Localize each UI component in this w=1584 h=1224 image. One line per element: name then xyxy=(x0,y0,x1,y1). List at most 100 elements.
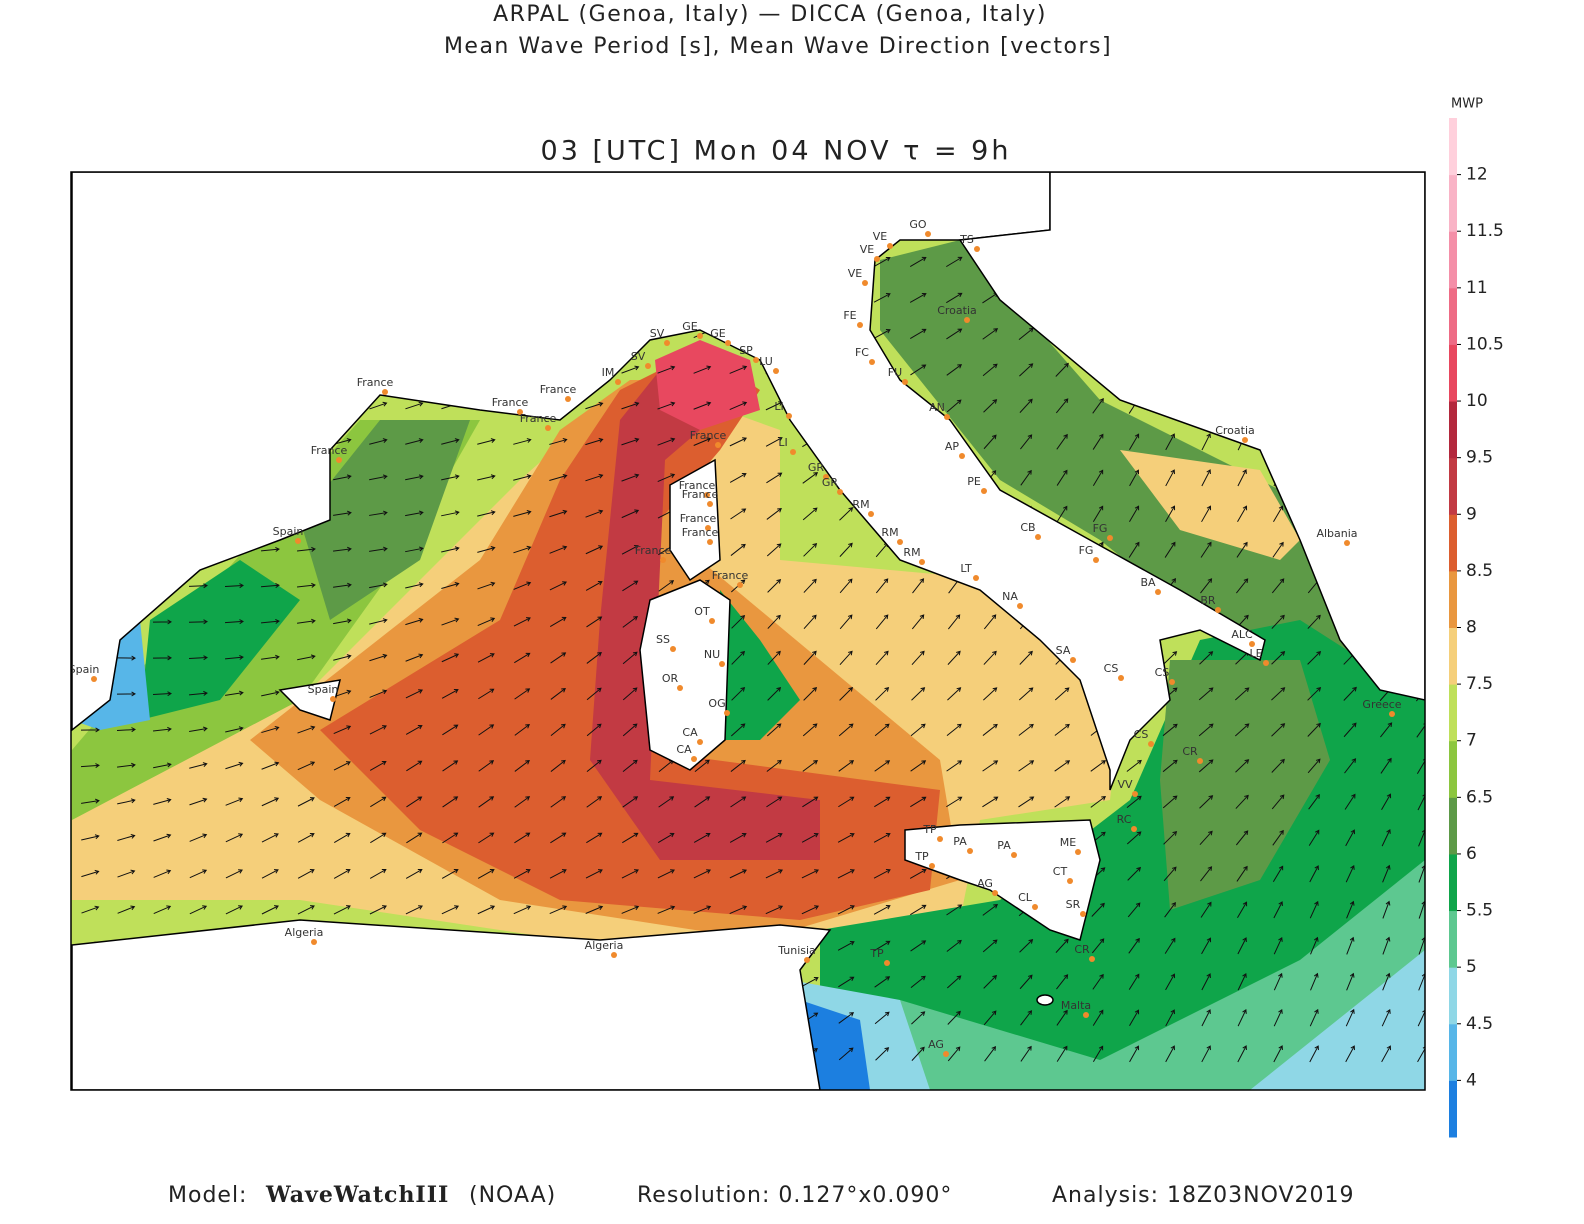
vector xyxy=(1310,972,1319,991)
vector xyxy=(765,437,783,447)
place-dot xyxy=(295,538,301,544)
place-label: LI xyxy=(778,436,787,449)
vector xyxy=(405,868,423,879)
place-label: Algeria xyxy=(285,926,324,939)
vector xyxy=(1163,831,1178,845)
vector xyxy=(189,726,208,733)
vector xyxy=(153,833,172,842)
vector xyxy=(766,723,782,737)
vector xyxy=(983,614,997,630)
vector xyxy=(1092,1009,1104,1026)
footer-label: Model: xyxy=(168,1183,247,1208)
place-dot xyxy=(1080,911,1086,917)
place-dot xyxy=(1148,741,1154,747)
place-dot xyxy=(823,474,829,480)
vector xyxy=(730,796,747,808)
colorbar-tick-label: 11.5 xyxy=(1466,221,1504,241)
vector xyxy=(1201,937,1212,955)
vector xyxy=(875,578,889,594)
vector xyxy=(1309,900,1319,919)
place-label: FE xyxy=(843,309,856,322)
colorbar-tick-label: 6.5 xyxy=(1466,787,1493,807)
vector xyxy=(1381,1045,1391,1063)
place-dot xyxy=(1132,791,1138,797)
vector xyxy=(550,723,566,737)
vector xyxy=(731,615,746,629)
vector xyxy=(839,686,854,701)
place-dot xyxy=(1131,826,1137,832)
place-label: FG xyxy=(1079,544,1094,557)
land xyxy=(639,579,731,771)
place-label: France xyxy=(712,569,749,582)
place-label: France xyxy=(492,396,529,409)
vector xyxy=(657,437,676,446)
vector xyxy=(1307,650,1322,665)
vector xyxy=(1018,760,1035,772)
place-dot xyxy=(1155,589,1161,595)
vector xyxy=(297,833,315,843)
vector xyxy=(116,655,136,661)
vector xyxy=(225,690,244,696)
vector xyxy=(657,832,675,843)
place-dot xyxy=(937,836,943,842)
place-label: France xyxy=(679,479,716,492)
vector xyxy=(585,473,604,482)
vector xyxy=(910,940,927,952)
vector xyxy=(1128,973,1140,990)
colorbar-tick-label: 11 xyxy=(1466,278,1488,298)
vector xyxy=(1382,900,1391,919)
vector xyxy=(729,472,747,483)
map-frame xyxy=(70,171,1426,1091)
vector xyxy=(621,401,640,410)
place-dot xyxy=(1263,660,1269,666)
vector xyxy=(153,869,172,878)
vector xyxy=(1165,505,1176,523)
vector xyxy=(1092,397,1104,414)
vector xyxy=(1200,866,1213,882)
vector xyxy=(766,796,783,808)
place-label: OT xyxy=(694,605,710,618)
contour xyxy=(590,370,820,860)
place-dot xyxy=(753,357,759,363)
vector xyxy=(802,507,818,521)
vector xyxy=(333,510,352,516)
vector xyxy=(909,292,927,303)
vector xyxy=(80,727,100,733)
vector xyxy=(766,543,782,557)
vector xyxy=(803,686,818,701)
vector xyxy=(1092,973,1104,990)
vector xyxy=(1129,1009,1140,1027)
place-dot xyxy=(929,863,935,869)
vector xyxy=(767,614,781,629)
vector xyxy=(477,617,496,627)
vector xyxy=(333,761,351,771)
colorbar-tick-label: 5 xyxy=(1466,957,1477,977)
vector xyxy=(911,614,925,630)
place-dot xyxy=(1242,437,1248,443)
place-dot xyxy=(725,340,731,346)
colorbar-segment xyxy=(1449,514,1457,572)
vector xyxy=(550,652,567,664)
vector xyxy=(405,905,423,915)
vector xyxy=(513,905,532,915)
vector xyxy=(621,509,640,519)
vector xyxy=(513,510,532,517)
place-dot xyxy=(91,676,97,682)
vector xyxy=(478,796,495,808)
vector xyxy=(622,759,638,773)
vector xyxy=(1235,759,1250,773)
place-label: NA xyxy=(1002,590,1018,603)
vector xyxy=(873,832,891,843)
place-label: CA xyxy=(682,726,698,739)
contour xyxy=(720,590,800,740)
vector xyxy=(1019,650,1033,665)
place-dot xyxy=(737,582,743,588)
vector xyxy=(729,365,748,374)
place-dot xyxy=(691,756,697,762)
place-label: France xyxy=(680,512,717,525)
vector xyxy=(1199,795,1214,809)
place-dot xyxy=(1067,878,1073,884)
vector xyxy=(477,653,495,663)
contour xyxy=(930,950,1425,1090)
place-label: RM xyxy=(852,498,869,511)
